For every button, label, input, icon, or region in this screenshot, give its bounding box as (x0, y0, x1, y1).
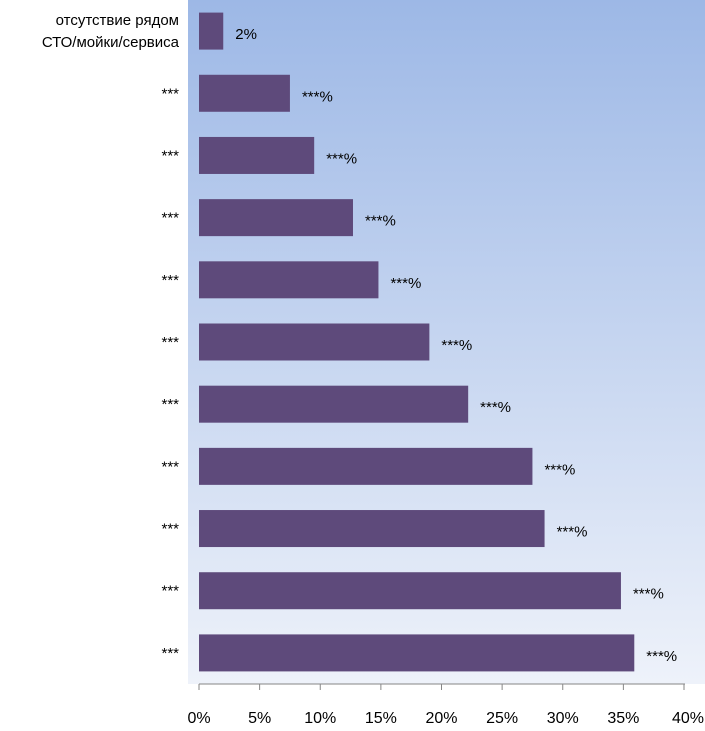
x-tick-label: 30% (547, 710, 579, 726)
x-tick-label: 15% (365, 710, 397, 726)
bar (199, 447, 533, 485)
data-label: ***% (365, 213, 396, 230)
category-label: *** (161, 210, 179, 227)
data-label: ***% (646, 648, 677, 665)
bar (199, 634, 635, 672)
x-tick-label: 10% (304, 710, 336, 726)
x-tick-label: 35% (607, 710, 639, 726)
x-tick-label: 5% (248, 710, 271, 726)
bar (199, 385, 469, 423)
bar (199, 136, 315, 174)
category-label: *** (161, 521, 179, 538)
data-label: ***% (302, 88, 333, 105)
x-tick-label: 20% (425, 710, 457, 726)
category-label: отсутствие рядом (56, 12, 179, 29)
category-label: *** (161, 396, 179, 413)
bar (199, 572, 621, 610)
bar (199, 199, 353, 237)
x-tick-label: 0% (187, 710, 210, 726)
category-label: *** (161, 645, 179, 662)
category-label: СТО/мойки/сервиса (42, 34, 180, 51)
category-label: *** (161, 85, 179, 102)
x-tick-label: 25% (486, 710, 518, 726)
bar (199, 12, 224, 50)
data-label: ***% (544, 461, 575, 478)
data-label: ***% (557, 524, 588, 541)
category-label: *** (161, 583, 179, 600)
category-label: *** (161, 147, 179, 164)
data-label: ***% (390, 275, 421, 292)
bar (199, 261, 379, 299)
category-label: *** (161, 458, 179, 475)
x-tick-label: 40% (672, 710, 704, 726)
category-label: *** (161, 334, 179, 351)
category-label: *** (161, 272, 179, 289)
data-label: ***% (326, 150, 357, 167)
bar (199, 74, 290, 112)
data-label: ***% (441, 337, 472, 354)
data-label: 2% (235, 26, 257, 43)
bar (199, 323, 430, 361)
data-label: ***% (633, 586, 664, 603)
bar (199, 510, 545, 548)
data-label: ***% (480, 399, 511, 416)
